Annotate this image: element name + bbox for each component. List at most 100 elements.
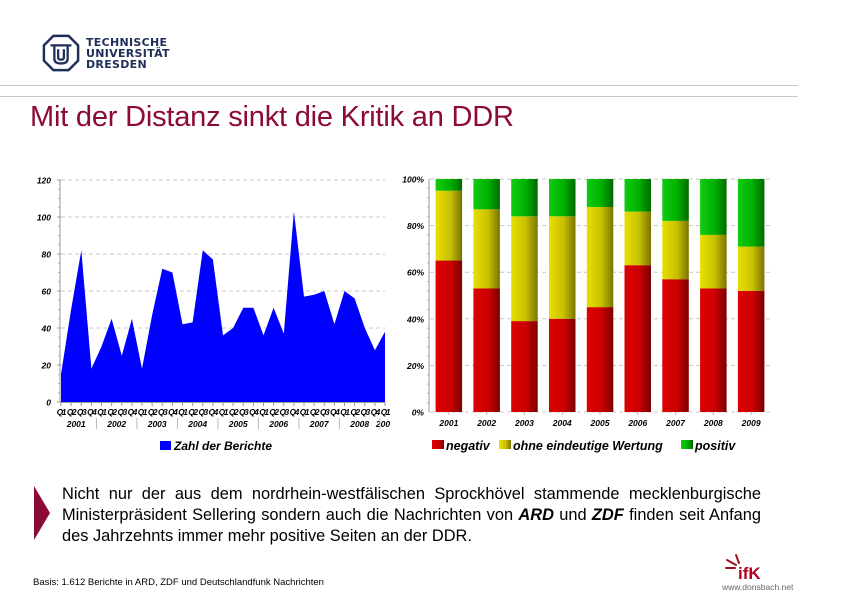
bar-segment-ohne-eindeutige-wertung bbox=[624, 211, 651, 266]
area-x-quarter-label: Q2 bbox=[107, 408, 117, 417]
bar-chart-y-axis: 0% 20% 40% 60% 80% 100% bbox=[402, 175, 430, 418]
area-x-quarter-label: Q2 bbox=[350, 408, 360, 417]
area-x-quarter-label: Q2 bbox=[188, 408, 198, 417]
area-x-quarter-label: Q1 bbox=[219, 408, 229, 417]
area-x-quarter-label: Q2 bbox=[269, 408, 279, 417]
area-x-year-label: 2001 bbox=[66, 419, 86, 429]
area-chart-legend: Zahl der Berichte bbox=[160, 439, 272, 453]
bar-segment-negativ bbox=[662, 279, 689, 412]
logo-line-1: TECHNISCHE bbox=[86, 35, 168, 49]
bar-segment-positiv bbox=[624, 179, 651, 212]
area-x-quarter-label: Q1 bbox=[97, 408, 107, 417]
area-x-year-label: 2008 bbox=[349, 419, 369, 429]
bar-segment-negativ bbox=[624, 265, 651, 412]
bar-segment-positiv bbox=[662, 179, 689, 221]
area-x-quarter-label: Q3 bbox=[279, 408, 289, 417]
area-y-tick-label: 80 bbox=[42, 250, 52, 260]
area-x-quarter-label: Q3 bbox=[360, 408, 370, 417]
area-x-quarter-label: Q4 bbox=[330, 408, 340, 417]
area-x-quarter-label: Q2 bbox=[229, 408, 239, 417]
area-x-quarter-label: Q3 bbox=[198, 408, 208, 417]
area-y-tick-label: 100 bbox=[37, 213, 51, 223]
area-x-quarter-label: Q4 bbox=[371, 408, 381, 417]
bar-segment-positiv bbox=[549, 179, 576, 217]
bar-segment-negativ bbox=[549, 318, 576, 412]
area-x-quarter-label: Q1 bbox=[300, 408, 310, 417]
area-x-quarter-label: Q1 bbox=[138, 408, 148, 417]
area-x-quarter-label: Q1 bbox=[340, 408, 350, 417]
area-y-tick-label: 40 bbox=[41, 324, 52, 334]
bar-segment-ohne-eindeutige-wertung bbox=[511, 216, 538, 322]
area-x-quarter-label: Q3 bbox=[158, 408, 168, 417]
bullet-arrow-icon bbox=[34, 486, 50, 540]
area-x-quarter-label: Q3 bbox=[239, 408, 249, 417]
bar-chart-legend: negativ ohne eindeutige Wertung positiv bbox=[432, 439, 736, 453]
bar-segment-ohne-eindeutige-wertung bbox=[586, 207, 614, 308]
bar-segment-positiv bbox=[511, 179, 538, 217]
bar-segment-positiv bbox=[586, 179, 614, 207]
legend-swatch-negativ bbox=[432, 440, 444, 449]
bar-x-tick-label: 2004 bbox=[552, 418, 572, 428]
logo-line-2: UNIVERSITÄT bbox=[86, 46, 170, 60]
legend-label-zahl-der-berichte: Zahl der Berichte bbox=[173, 439, 272, 453]
body-text-part-2: und bbox=[553, 506, 592, 524]
area-x-quarter-label: Q4 bbox=[168, 408, 178, 417]
bar-segment-negativ bbox=[473, 288, 500, 412]
bar-x-tick-label: 2003 bbox=[514, 418, 534, 428]
bar-segment-negativ bbox=[435, 260, 463, 412]
area-x-quarter-label: Q4 bbox=[290, 408, 300, 417]
ifk-brand-text: ifK bbox=[738, 564, 761, 581]
bar-segment-ohne-eindeutige-wertung bbox=[473, 209, 500, 289]
footnote-basis: Basis: 1.612 Berichte in ARD, ZDF und De… bbox=[33, 577, 324, 588]
area-x-quarter-label: Q3 bbox=[320, 408, 330, 417]
area-x-quarter-label: Q4 bbox=[128, 408, 138, 417]
legend-swatch-positiv bbox=[681, 440, 693, 449]
bar-y-tick-label: 100% bbox=[402, 175, 424, 185]
area-y-tick-label: 120 bbox=[37, 176, 51, 186]
bar-segment-ohne-eindeutige-wertung bbox=[549, 216, 576, 319]
bar-y-tick-label: 0% bbox=[412, 408, 425, 418]
area-x-quarter-label: Q2 bbox=[67, 408, 77, 417]
area-x-quarter-label: Q1 bbox=[259, 408, 269, 417]
area-x-quarter-label: Q1 bbox=[381, 408, 391, 417]
area-x-quarter-label: Q3 bbox=[117, 408, 127, 417]
area-y-tick-label: 0 bbox=[46, 398, 51, 408]
bar-x-tick-label: 2007 bbox=[665, 418, 686, 428]
bar-chart-bars bbox=[435, 179, 765, 412]
area-series-zahl-der-berichte bbox=[61, 211, 385, 402]
bar-x-tick-label: 2001 bbox=[438, 418, 458, 428]
bar-segment-ohne-eindeutige-wertung bbox=[662, 220, 689, 280]
bar-y-tick-label: 80% bbox=[407, 221, 424, 231]
stacked-bar-chart: 0%20%40%60%80%100% 2001 2002 2003 2004 2005 2… bbox=[402, 175, 770, 453]
bar-segment-negativ bbox=[586, 307, 614, 412]
bar-x-tick-label: 2009 bbox=[741, 418, 761, 428]
area-x-quarter-label: Q4 bbox=[87, 408, 97, 417]
body-paragraph: Nicht nur der aus dem nordrhein-westfäli… bbox=[62, 484, 761, 547]
logo-line-3: DRESDEN bbox=[86, 57, 147, 71]
area-x-year-label: 2007 bbox=[309, 419, 330, 429]
bar-segment-positiv bbox=[700, 179, 727, 235]
area-x-quarter-label: Q3 bbox=[77, 408, 87, 417]
bar-segment-negativ bbox=[737, 290, 765, 412]
bar-x-tick-label: 2006 bbox=[627, 418, 647, 428]
area-x-quarter-label: Q1 bbox=[178, 408, 188, 417]
bar-segment-negativ bbox=[700, 288, 727, 412]
ifk-logo: ifK bbox=[725, 554, 761, 581]
area-x-year-label: 2004 bbox=[187, 419, 207, 429]
page-title: Mit der Distanz sinkt die Kritik an DDR bbox=[30, 101, 514, 133]
area-x-quarter-label: Q4 bbox=[249, 408, 259, 417]
area-x-year-label: 2003 bbox=[147, 419, 167, 429]
area-y-tick-label: 60 bbox=[42, 287, 52, 297]
area-x-year-label: 2005 bbox=[228, 419, 248, 429]
area-x-quarter-label: Q1 bbox=[57, 408, 67, 417]
body-text-zdf: ZDF bbox=[591, 506, 624, 524]
area-x-year-label: 2002 bbox=[106, 419, 126, 429]
area-x-quarter-label: Q4 bbox=[209, 408, 219, 417]
bar-y-tick-label: 20% bbox=[406, 361, 424, 371]
legend-label-negativ: negativ bbox=[446, 439, 491, 453]
area-chart-y-axis: 0 20 40 60 80 100 120 bbox=[37, 176, 61, 408]
tu-dresden-emblem-icon bbox=[42, 34, 80, 72]
bar-segment-ohne-eindeutige-wertung bbox=[435, 190, 463, 261]
area-x-year-label: 200 bbox=[375, 419, 390, 429]
